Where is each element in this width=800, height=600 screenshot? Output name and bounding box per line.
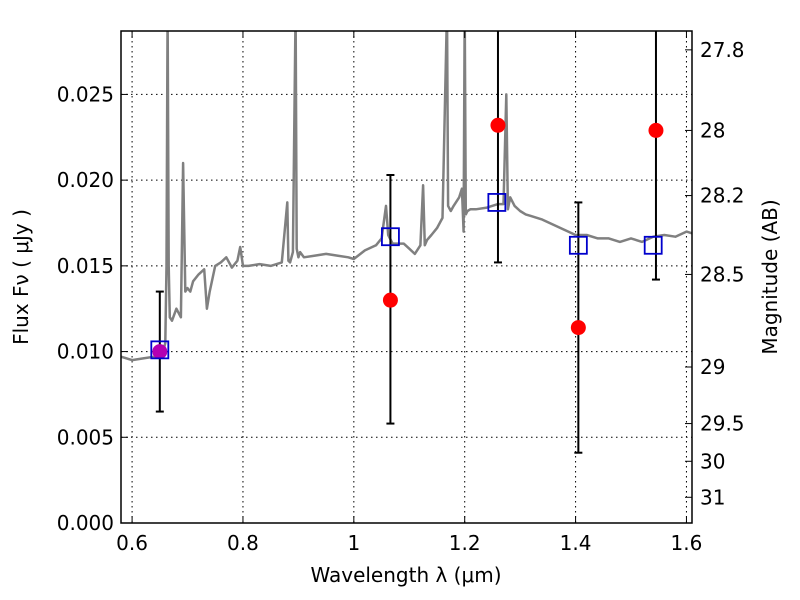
x-tick-label: 1.2: [449, 531, 481, 555]
model-point: [487, 193, 507, 212]
observed-point: [152, 344, 168, 360]
y-tick-label: 0.020: [57, 168, 114, 192]
points-layer: [150, 117, 664, 360]
y-tick-label: 0.015: [57, 254, 114, 278]
x-tick-label: 0.6: [116, 531, 148, 555]
right-tick-label: 28.2: [700, 184, 745, 208]
spectrum-line: [121, 31, 692, 362]
x-axis-label: Wavelength λ (μm): [310, 563, 501, 587]
spectrum-layer: [121, 31, 692, 362]
x-tick-label: 1: [347, 531, 360, 555]
x-tick-label: 1.4: [560, 531, 592, 555]
y-tick-label: 0.000: [57, 511, 114, 535]
right-tick-label: 28.5: [700, 262, 745, 286]
observed-point: [382, 292, 398, 308]
y-tick-label: 0.025: [57, 82, 114, 106]
model-point: [150, 340, 170, 360]
plot-frame: [120, 30, 693, 524]
right-tick-label: 30: [700, 449, 725, 473]
right-tick-label: 29.5: [700, 412, 745, 436]
model-point: [381, 227, 400, 247]
x-tick-label: 1.6: [671, 531, 703, 555]
y-tick-label: 0.010: [57, 340, 114, 364]
grid: [121, 31, 692, 523]
observed-point: [490, 117, 506, 133]
right-tick-label: 29: [700, 355, 725, 379]
y-tick-label: 0.005: [57, 425, 114, 449]
right-tick-label: 27.8: [700, 38, 745, 62]
right-axis-label: Magnitude (AB): [758, 199, 782, 354]
y-axis-label: Flux Fν ( μJy ): [9, 209, 33, 345]
observed-point: [648, 122, 664, 138]
axis-layer: 0.6 0.8 1 1.2 1.4 1.6 0.000 0.005 0.010 0.015 0.02…: [57, 31, 745, 555]
right-tick-label: 31: [700, 485, 725, 509]
right-tick-label: 28: [700, 118, 725, 142]
model-point: [643, 235, 663, 255]
observed-point: [570, 320, 586, 336]
model-point: [568, 235, 588, 255]
x-tick-label: 0.8: [227, 531, 259, 555]
